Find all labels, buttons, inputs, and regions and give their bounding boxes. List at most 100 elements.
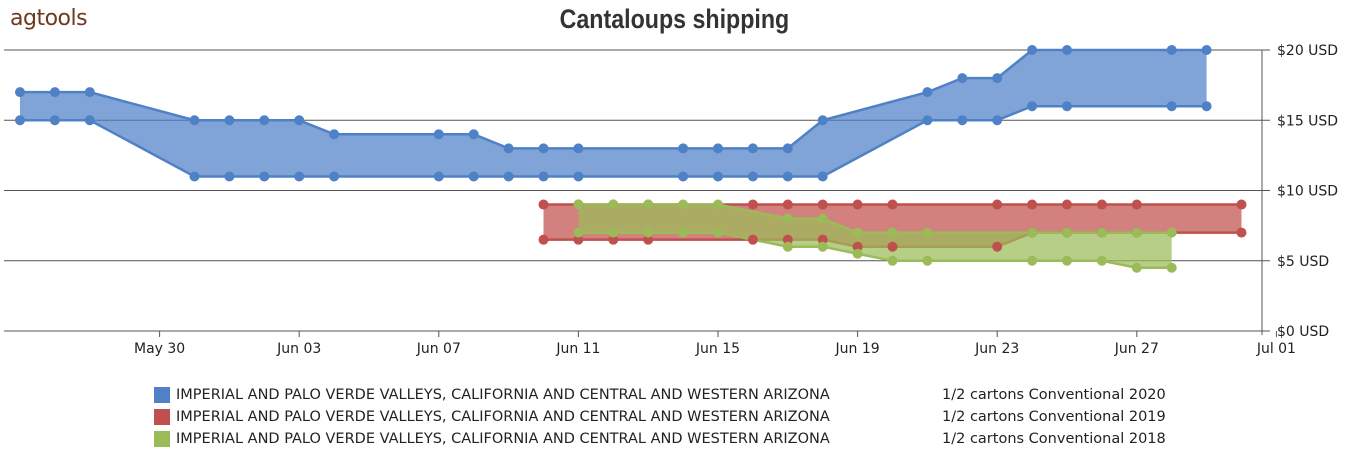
data-point[interactable] bbox=[852, 199, 863, 210]
data-point[interactable] bbox=[573, 227, 584, 238]
data-point[interactable] bbox=[922, 255, 933, 266]
data-point[interactable] bbox=[817, 199, 828, 210]
data-point[interactable] bbox=[747, 143, 758, 154]
data-point[interactable] bbox=[1062, 227, 1072, 238]
data-point[interactable] bbox=[573, 199, 584, 210]
data-point[interactable] bbox=[294, 171, 305, 182]
data-point[interactable] bbox=[852, 241, 863, 252]
data-point[interactable] bbox=[782, 171, 793, 182]
data-point[interactable] bbox=[608, 199, 619, 210]
data-point[interactable] bbox=[713, 143, 723, 154]
data-point[interactable] bbox=[922, 115, 933, 126]
agtools-logo[interactable]: agtools bbox=[10, 6, 88, 31]
data-point[interactable] bbox=[538, 171, 549, 182]
data-point[interactable] bbox=[189, 171, 200, 182]
data-point[interactable] bbox=[1201, 45, 1212, 55]
data-point[interactable] bbox=[782, 199, 793, 210]
data-point[interactable] bbox=[678, 199, 689, 210]
data-point[interactable] bbox=[782, 143, 793, 154]
data-point[interactable] bbox=[84, 115, 95, 126]
data-point[interactable] bbox=[713, 199, 723, 210]
data-point[interactable] bbox=[433, 171, 444, 182]
data-point[interactable] bbox=[1236, 227, 1247, 238]
data-point[interactable] bbox=[922, 87, 933, 98]
data-point[interactable] bbox=[678, 171, 689, 182]
data-point[interactable] bbox=[538, 143, 549, 154]
data-point[interactable] bbox=[329, 129, 340, 140]
data-point[interactable] bbox=[573, 143, 584, 154]
data-point[interactable] bbox=[887, 227, 898, 238]
data-point[interactable] bbox=[852, 248, 863, 259]
data-point[interactable] bbox=[608, 227, 619, 238]
data-point[interactable] bbox=[573, 171, 584, 182]
data-point[interactable] bbox=[49, 115, 60, 126]
data-point[interactable] bbox=[1027, 45, 1038, 55]
data-point[interactable] bbox=[1027, 101, 1038, 112]
data-point[interactable] bbox=[817, 171, 828, 182]
data-point[interactable] bbox=[1166, 227, 1177, 238]
data-point[interactable] bbox=[957, 115, 968, 126]
data-point[interactable] bbox=[538, 199, 549, 210]
data-point[interactable] bbox=[15, 115, 25, 126]
legend-item-2020[interactable]: IMPERIAL AND PALO VERDE VALLEYS, CALIFOR… bbox=[154, 384, 1166, 406]
data-point[interactable] bbox=[1201, 101, 1212, 112]
data-point[interactable] bbox=[678, 143, 689, 154]
data-point[interactable] bbox=[643, 234, 654, 245]
data-point[interactable] bbox=[538, 234, 549, 245]
data-point[interactable] bbox=[608, 234, 619, 245]
data-point[interactable] bbox=[329, 171, 340, 182]
legend-item-2019[interactable]: IMPERIAL AND PALO VERDE VALLEYS, CALIFOR… bbox=[154, 406, 1166, 428]
data-point[interactable] bbox=[643, 227, 654, 238]
data-point[interactable] bbox=[992, 199, 1003, 210]
data-point[interactable] bbox=[1027, 227, 1038, 238]
data-point[interactable] bbox=[15, 87, 25, 98]
data-point[interactable] bbox=[747, 171, 758, 182]
data-point[interactable] bbox=[747, 234, 758, 245]
data-point[interactable] bbox=[1131, 262, 1142, 273]
data-point[interactable] bbox=[49, 87, 60, 98]
data-point[interactable] bbox=[992, 115, 1003, 126]
data-point[interactable] bbox=[747, 199, 758, 210]
legend-item-2018[interactable]: IMPERIAL AND PALO VERDE VALLEYS, CALIFOR… bbox=[154, 428, 1166, 450]
data-point[interactable] bbox=[433, 129, 444, 140]
data-point[interactable] bbox=[1062, 255, 1072, 266]
data-point[interactable] bbox=[503, 171, 514, 182]
data-point[interactable] bbox=[1166, 101, 1177, 112]
data-point[interactable] bbox=[817, 241, 828, 252]
data-point[interactable] bbox=[887, 255, 898, 266]
data-point[interactable] bbox=[259, 171, 270, 182]
data-point[interactable] bbox=[643, 199, 654, 210]
data-point[interactable] bbox=[852, 227, 863, 238]
data-point[interactable] bbox=[817, 234, 828, 245]
data-point[interactable] bbox=[713, 171, 723, 182]
data-point[interactable] bbox=[992, 241, 1003, 252]
data-point[interactable] bbox=[189, 115, 200, 126]
data-point[interactable] bbox=[573, 234, 584, 245]
data-point[interactable] bbox=[713, 227, 723, 238]
data-point[interactable] bbox=[1166, 45, 1177, 55]
data-point[interactable] bbox=[468, 129, 479, 140]
data-point[interactable] bbox=[503, 143, 514, 154]
data-point[interactable] bbox=[782, 241, 793, 252]
data-point[interactable] bbox=[1096, 199, 1107, 210]
data-point[interactable] bbox=[887, 241, 898, 252]
data-point[interactable] bbox=[678, 227, 689, 238]
data-point[interactable] bbox=[887, 199, 898, 210]
data-point[interactable] bbox=[782, 213, 793, 224]
data-point[interactable] bbox=[957, 73, 968, 84]
data-point[interactable] bbox=[1027, 255, 1038, 266]
data-point[interactable] bbox=[294, 115, 305, 126]
data-point[interactable] bbox=[1131, 227, 1142, 238]
data-point[interactable] bbox=[1131, 199, 1142, 210]
data-point[interactable] bbox=[1096, 227, 1107, 238]
data-point[interactable] bbox=[1062, 101, 1072, 112]
data-point[interactable] bbox=[992, 73, 1003, 84]
data-point[interactable] bbox=[1027, 199, 1038, 210]
data-point[interactable] bbox=[468, 171, 479, 182]
data-point[interactable] bbox=[1062, 199, 1072, 210]
data-point[interactable] bbox=[817, 115, 828, 126]
data-point[interactable] bbox=[1062, 45, 1072, 55]
data-point[interactable] bbox=[817, 213, 828, 224]
data-point[interactable] bbox=[922, 227, 933, 238]
data-point[interactable] bbox=[224, 171, 235, 182]
